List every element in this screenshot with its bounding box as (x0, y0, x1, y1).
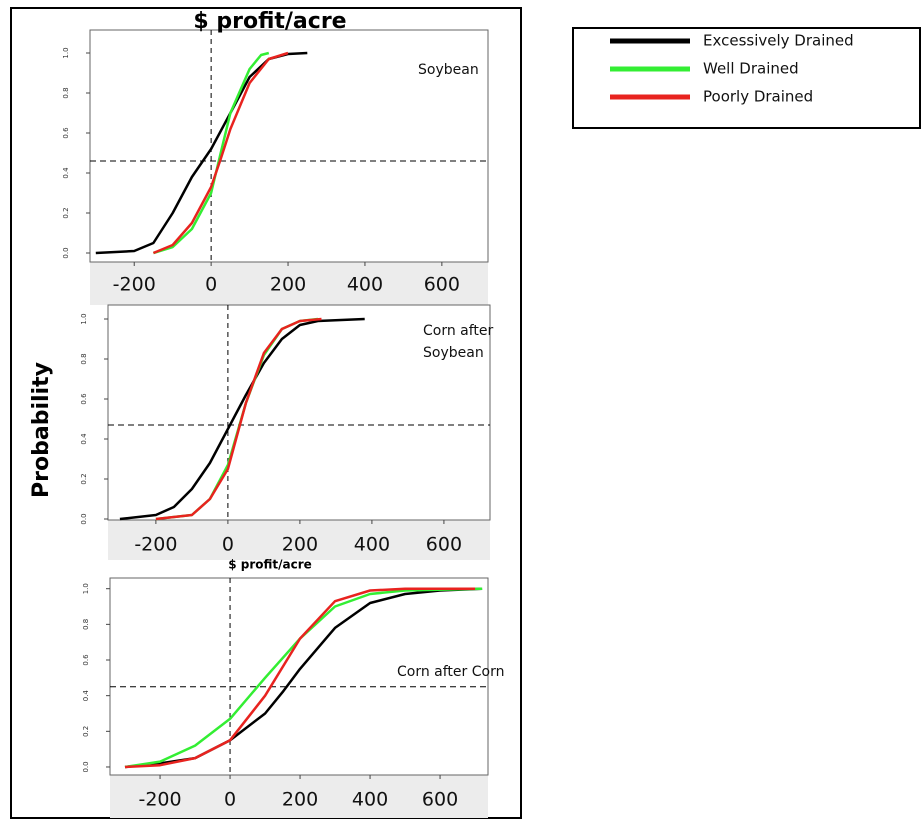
annotation: Soybean (418, 62, 479, 78)
y-tick-label: 0.8 (80, 353, 88, 364)
annotation: Corn after Corn (397, 664, 504, 680)
y-tick-label: 0.8 (62, 87, 70, 98)
y-tick-label: 0.2 (62, 207, 70, 218)
x-tick-label: 600 (422, 789, 458, 811)
cdf-line (124, 587, 483, 769)
plot-area (107, 304, 491, 521)
x-tick-label: 200 (270, 274, 306, 296)
x-tick-label: -200 (134, 534, 177, 556)
chart-title: $ profit/acre (193, 9, 346, 34)
y-tick-label: 0.8 (82, 619, 90, 630)
y-tick-label: 0.0 (82, 761, 90, 772)
cdf-line (152, 51, 289, 255)
annotation: Corn after (423, 323, 494, 339)
x-tick-label: -200 (113, 274, 156, 296)
y-tick-label: 1.0 (62, 47, 70, 58)
y-tick-label: 0.6 (62, 127, 70, 139)
x-tick-label: 200 (282, 534, 318, 556)
x-tick-label: 400 (354, 534, 390, 556)
y-tick-label: 0.6 (80, 393, 88, 405)
y-tick-label: 0.0 (62, 247, 70, 258)
y-tick-label: 0.2 (80, 473, 88, 484)
y-tick-label: 0.2 (82, 726, 90, 737)
cdf-line (153, 51, 270, 255)
x-tick-label: 200 (282, 789, 318, 811)
plot-area (89, 29, 489, 263)
y-tick-label: 0.6 (82, 654, 90, 666)
annotation: Soybean (423, 345, 484, 361)
legend-label: Excessively Drained (703, 32, 854, 50)
legend-label: Well Drained (703, 60, 799, 78)
y-tick-label: 0.0 (80, 513, 88, 524)
cdf-line (155, 317, 322, 521)
y-tick-label: 1.0 (82, 583, 90, 594)
x-tick-label: 600 (424, 274, 460, 296)
y-tick-label: 1.0 (80, 313, 88, 324)
cdf-line (124, 587, 476, 769)
tick-band (90, 262, 488, 305)
y-tick-label: 0.4 (62, 167, 70, 179)
y-tick-label: 0.4 (80, 433, 88, 445)
plot-area (109, 577, 489, 776)
cdf-line (119, 317, 365, 521)
y-tick-label: 0.4 (82, 690, 90, 702)
x-tick-label: 400 (352, 789, 388, 811)
tick-band (108, 520, 490, 560)
y-axis-label: Probability (29, 362, 54, 498)
tick-band (110, 775, 488, 818)
x-axis-label: $ profit/acre (228, 558, 312, 572)
legend-label: Poorly Drained (703, 88, 813, 106)
x-tick-label: -200 (138, 789, 181, 811)
x-tick-label: 0 (224, 789, 236, 811)
x-tick-label: 0 (222, 534, 234, 556)
x-tick-label: 600 (426, 534, 462, 556)
x-tick-label: 400 (347, 274, 383, 296)
legend-box (572, 27, 921, 129)
x-tick-label: 0 (205, 274, 217, 296)
